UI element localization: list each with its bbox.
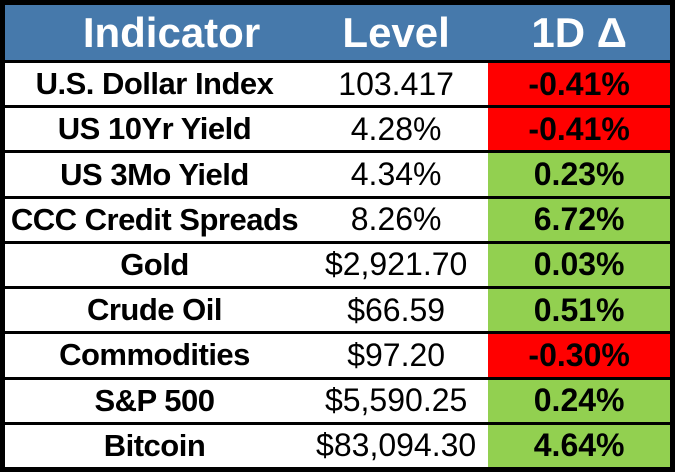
indicator-cell: Bitcoin xyxy=(2,421,304,472)
indicator-cell: US 3Mo Yield xyxy=(2,150,304,199)
table-body: U.S. Dollar Index 103.417 -0.41% US 10Yr Yi… xyxy=(2,59,673,472)
indicator-cell: Crude Oil xyxy=(2,286,304,335)
indicator-cell: Gold xyxy=(2,240,304,290)
table-row: US 3Mo Yield 4.34% 0.23% xyxy=(2,150,673,199)
delta-cell: 4.64% xyxy=(488,421,673,472)
delta-cell: 0.23% xyxy=(488,150,673,199)
indicator-cell: Commodities xyxy=(2,331,304,380)
delta-cell: 0.24% xyxy=(488,376,673,425)
column-header-1d-delta: 1D Δ xyxy=(488,1,673,63)
delta-cell: -0.41% xyxy=(488,59,673,109)
level-cell: $2,921.70 xyxy=(304,240,489,290)
indicator-cell: S&P 500 xyxy=(2,376,304,425)
table-row: CCC Credit Spreads 8.26% 6.72% xyxy=(2,195,673,244)
table-row: Gold $2,921.70 0.03% xyxy=(2,240,673,290)
table-row: U.S. Dollar Index 103.417 -0.41% xyxy=(2,59,673,109)
table-row: US 10Yr Yield 4.28% -0.41% xyxy=(2,105,673,154)
column-header-level: Level xyxy=(304,1,489,63)
level-cell: $83,094.30 xyxy=(304,421,489,472)
delta-cell: -0.30% xyxy=(488,331,673,380)
table-row: Crude Oil $66.59 0.51% xyxy=(2,286,673,335)
level-cell: $5,590.25 xyxy=(304,376,489,425)
table-row: S&P 500 $5,590.25 0.24% xyxy=(2,376,673,425)
level-cell: 103.417 xyxy=(304,59,489,109)
level-cell: 4.34% xyxy=(304,150,489,199)
indicator-cell: U.S. Dollar Index xyxy=(2,59,304,109)
table-row: Commodities $97.20 -0.30% xyxy=(2,331,673,380)
level-cell: $66.59 xyxy=(304,286,489,335)
header-row: Indicator Level 1D Δ xyxy=(2,1,673,63)
delta-cell: 6.72% xyxy=(488,195,673,244)
level-cell: 4.28% xyxy=(304,105,489,154)
delta-cell: -0.41% xyxy=(488,105,673,154)
table-row: Bitcoin $83,094.30 4.64% xyxy=(2,421,673,472)
delta-cell: 0.03% xyxy=(488,240,673,290)
column-header-indicator: Indicator xyxy=(2,1,304,63)
delta-cell: 0.51% xyxy=(488,286,673,335)
level-cell: $97.20 xyxy=(304,331,489,380)
table-header: Indicator Level 1D Δ xyxy=(2,1,673,63)
level-cell: 8.26% xyxy=(304,195,489,244)
indicator-cell: US 10Yr Yield xyxy=(2,105,304,154)
indicator-cell: CCC Credit Spreads xyxy=(2,195,304,244)
